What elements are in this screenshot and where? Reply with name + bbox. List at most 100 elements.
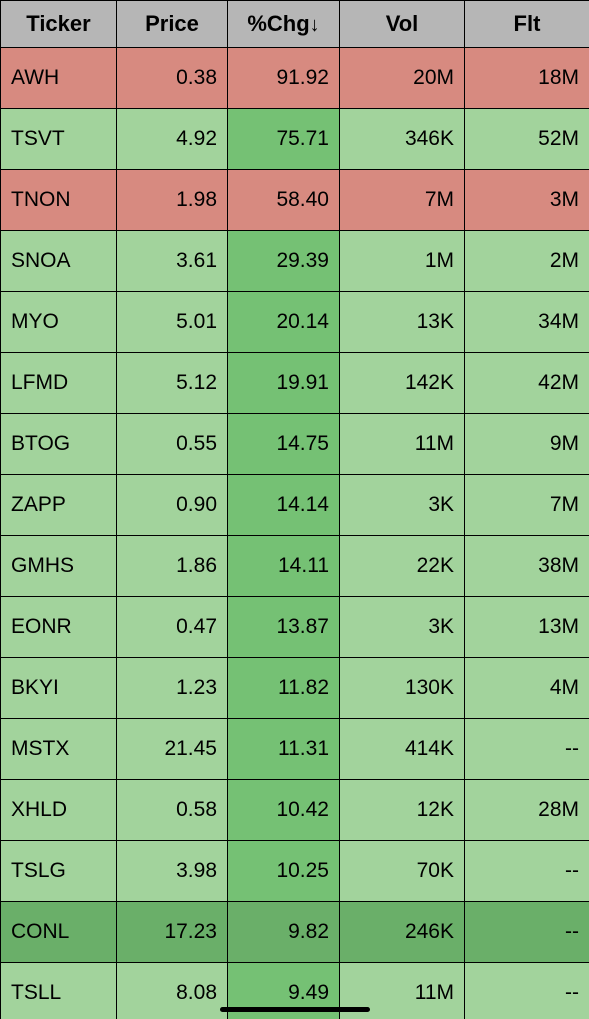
cell-flt: -- [465, 719, 589, 780]
cell-ticker: BTOG [1, 414, 117, 475]
cell-chg: 91.92 [228, 48, 340, 109]
cell-flt: 2M [465, 231, 589, 292]
table-row[interactable]: TSLG3.9810.2570K-- [1, 841, 589, 902]
cell-ticker: TSVT [1, 109, 117, 170]
cell-price: 21.45 [117, 719, 228, 780]
cell-vol: 3K [340, 475, 465, 536]
cell-chg: 9.82 [228, 902, 340, 963]
table-row[interactable]: AWH0.3891.9220M18M [1, 48, 589, 109]
cell-ticker: MYO [1, 292, 117, 353]
table-row[interactable]: ZAPP0.9014.143K7M [1, 475, 589, 536]
cell-ticker: MSTX [1, 719, 117, 780]
cell-vol: 11M [340, 414, 465, 475]
cell-vol: 414K [340, 719, 465, 780]
cell-chg: 11.82 [228, 658, 340, 719]
header-flt-label: Flt [514, 11, 541, 36]
cell-vol: 70K [340, 841, 465, 902]
cell-chg: 10.25 [228, 841, 340, 902]
cell-ticker: SNOA [1, 231, 117, 292]
header-ticker[interactable]: Ticker [1, 1, 117, 48]
cell-vol: 22K [340, 536, 465, 597]
table-row[interactable]: BKYI1.2311.82130K4M [1, 658, 589, 719]
cell-vol: 130K [340, 658, 465, 719]
cell-ticker: EONR [1, 597, 117, 658]
header-flt[interactable]: Flt [465, 1, 589, 48]
sort-arrow-down-icon: ↓ [310, 14, 320, 36]
cell-price: 0.47 [117, 597, 228, 658]
cell-vol: 246K [340, 902, 465, 963]
cell-flt: -- [465, 963, 589, 1019]
cell-chg: 19.91 [228, 353, 340, 414]
cell-ticker: TSLG [1, 841, 117, 902]
table-row[interactable]: CONL17.239.82246K-- [1, 902, 589, 963]
cell-vol: 12K [340, 780, 465, 841]
header-price-label: Price [145, 11, 199, 36]
cell-price: 0.38 [117, 48, 228, 109]
cell-flt: 7M [465, 475, 589, 536]
table-row[interactable]: TSVT4.9275.71346K52M [1, 109, 589, 170]
cell-ticker: GMHS [1, 536, 117, 597]
cell-chg: 75.71 [228, 109, 340, 170]
table-row[interactable]: BTOG0.5514.7511M9M [1, 414, 589, 475]
cell-price: 3.61 [117, 231, 228, 292]
cell-chg: 29.39 [228, 231, 340, 292]
cell-flt: -- [465, 841, 589, 902]
cell-ticker: TSLL [1, 963, 117, 1019]
header-chg-label: %Chg [247, 11, 309, 36]
cell-ticker: LFMD [1, 353, 117, 414]
cell-vol: 7M [340, 170, 465, 231]
cell-vol: 20M [340, 48, 465, 109]
table-row[interactable]: GMHS1.8614.1122K38M [1, 536, 589, 597]
cell-chg: 10.42 [228, 780, 340, 841]
cell-flt: -- [465, 902, 589, 963]
cell-flt: 28M [465, 780, 589, 841]
cell-price: 0.90 [117, 475, 228, 536]
cell-flt: 4M [465, 658, 589, 719]
cell-vol: 346K [340, 109, 465, 170]
cell-flt: 38M [465, 536, 589, 597]
cell-chg: 11.31 [228, 719, 340, 780]
cell-flt: 9M [465, 414, 589, 475]
cell-flt: 18M [465, 48, 589, 109]
cell-price: 0.55 [117, 414, 228, 475]
table-row[interactable]: XHLD0.5810.4212K28M [1, 780, 589, 841]
header-vol[interactable]: Vol [340, 1, 465, 48]
table-row[interactable]: EONR0.4713.873K13M [1, 597, 589, 658]
table-row[interactable]: LFMD5.1219.91142K42M [1, 353, 589, 414]
cell-price: 4.92 [117, 109, 228, 170]
cell-vol: 142K [340, 353, 465, 414]
cell-price: 1.23 [117, 658, 228, 719]
header-ticker-label: Ticker [26, 11, 90, 36]
table-row[interactable]: MYO5.0120.1413K34M [1, 292, 589, 353]
cell-ticker: TNON [1, 170, 117, 231]
cell-price: 5.01 [117, 292, 228, 353]
cell-chg: 14.11 [228, 536, 340, 597]
cell-price: 5.12 [117, 353, 228, 414]
header-vol-label: Vol [386, 11, 419, 36]
cell-price: 0.58 [117, 780, 228, 841]
table-row[interactable]: MSTX21.4511.31414K-- [1, 719, 589, 780]
cell-price: 3.98 [117, 841, 228, 902]
cell-ticker: AWH [1, 48, 117, 109]
cell-chg: 14.14 [228, 475, 340, 536]
header-chg[interactable]: %Chg↓ [228, 1, 340, 48]
cell-vol: 13K [340, 292, 465, 353]
header-row: Ticker Price %Chg↓ Vol Flt [1, 1, 589, 48]
cell-vol: 3K [340, 597, 465, 658]
table-row[interactable]: TNON1.9858.407M3M [1, 170, 589, 231]
cell-ticker: XHLD [1, 780, 117, 841]
cell-flt: 42M [465, 353, 589, 414]
cell-price: 1.86 [117, 536, 228, 597]
cell-flt: 13M [465, 597, 589, 658]
cell-ticker: BKYI [1, 658, 117, 719]
home-indicator [220, 1007, 370, 1012]
cell-chg: 14.75 [228, 414, 340, 475]
cell-flt: 52M [465, 109, 589, 170]
header-price[interactable]: Price [117, 1, 228, 48]
cell-price: 8.08 [117, 963, 228, 1019]
cell-price: 1.98 [117, 170, 228, 231]
stock-table: Ticker Price %Chg↓ Vol Flt AWH0.3891.922… [0, 0, 589, 1019]
cell-chg: 13.87 [228, 597, 340, 658]
cell-chg: 20.14 [228, 292, 340, 353]
table-row[interactable]: SNOA3.6129.391M2M [1, 231, 589, 292]
